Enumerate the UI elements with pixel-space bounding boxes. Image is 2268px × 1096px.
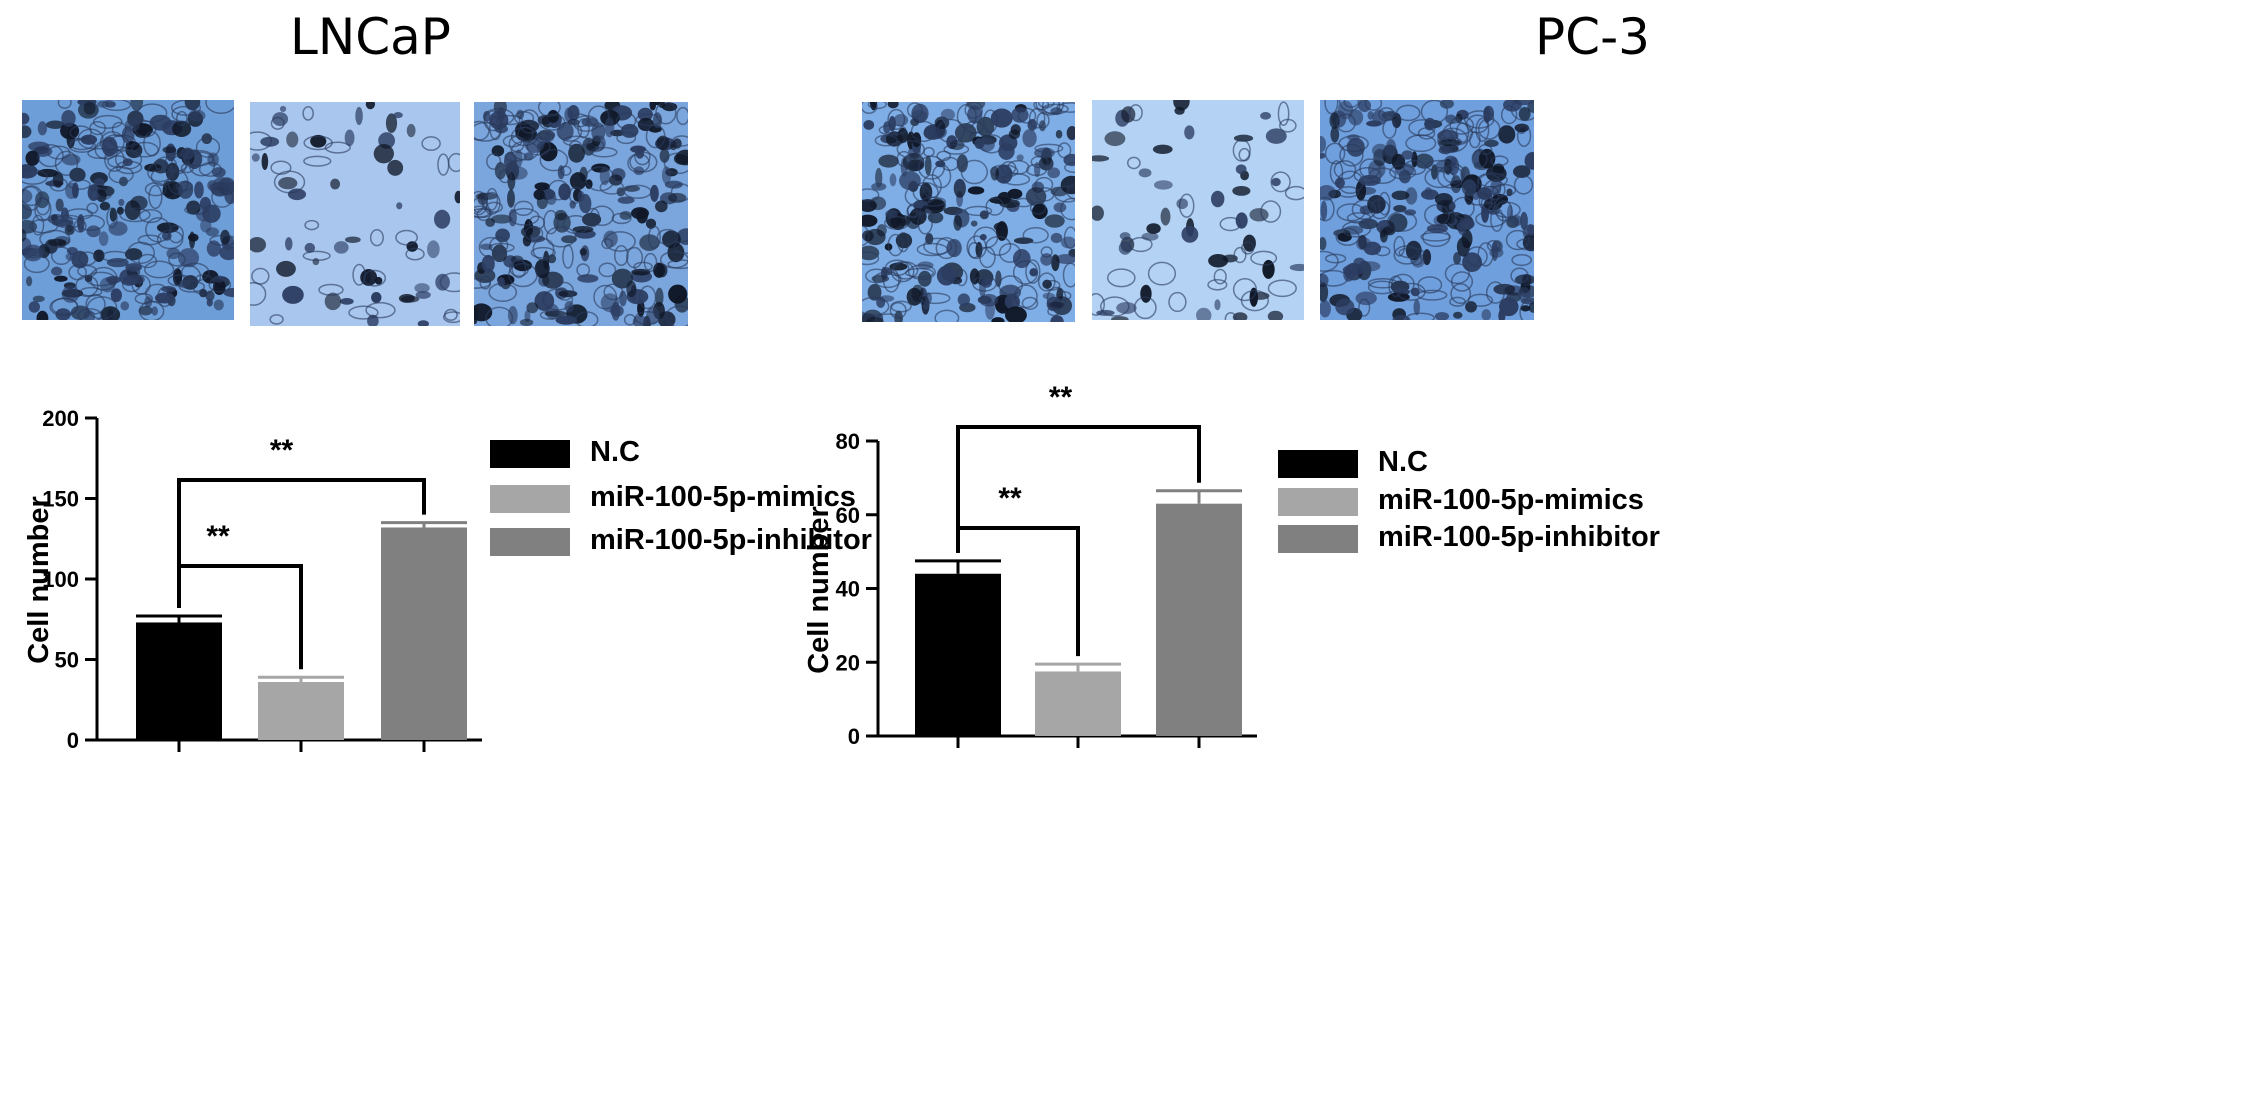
bar-lncap-2	[381, 527, 467, 740]
legend-swatch-inhibitor	[490, 528, 570, 556]
bar-lncap-1	[258, 682, 344, 740]
bar-pc3-1	[1035, 671, 1121, 736]
legend-label-nc: N.C	[1378, 446, 1428, 478]
y-axis-label-lncap: Cell number	[23, 496, 55, 664]
legend-swatch-nc	[490, 440, 570, 468]
legend-swatch-inhibitor	[1278, 525, 1358, 553]
bar-pc3-0	[915, 573, 1001, 736]
y-tick-label-pc3: 40	[836, 577, 860, 602]
legend-label-nc: N.C	[590, 436, 640, 468]
y-tick-label-pc3: 80	[836, 429, 860, 454]
micrograph-lncap-nc	[22, 100, 234, 320]
micrograph-lncap-inhibitor	[474, 102, 688, 326]
legend-label-inhibitor: miR-100-5p-inhibitor	[590, 524, 872, 556]
y-tick-label-lncap: 50	[55, 648, 79, 673]
significance-label-lncap-0: **	[206, 520, 230, 553]
significance-bracket-pc3-1	[956, 425, 1201, 553]
y-tick-label-lncap: 200	[42, 406, 79, 431]
significance-label-pc3-1: **	[1049, 381, 1073, 414]
legend-lncap: N.C miR-100-5p-mimics miR-100-5p-inhibit…	[490, 436, 872, 560]
legend-pc3: N.C miR-100-5p-mimics miR-100-5p-inhibit…	[1278, 446, 1660, 570]
micrograph-pc3-mimics	[1092, 100, 1304, 320]
micrograph-pc3-nc	[862, 102, 1075, 322]
bar-lncap-0	[136, 622, 222, 740]
panel-title-pc3: PC-3	[1535, 8, 1650, 66]
legend-label-inhibitor: miR-100-5p-inhibitor	[1378, 521, 1660, 553]
significance-label-lncap-1: **	[270, 434, 294, 467]
legend-swatch-mimics	[490, 485, 570, 513]
y-tick-label-pc3: 0	[848, 724, 860, 749]
y-tick-label-lncap: 100	[42, 567, 79, 592]
micrograph-lncap-mimics	[250, 102, 460, 326]
legend-swatch-mimics	[1278, 488, 1358, 516]
legend-label-mimics: miR-100-5p-mimics	[1378, 484, 1644, 516]
significance-label-pc3-0: **	[998, 482, 1022, 515]
y-tick-label-lncap: 150	[42, 487, 79, 512]
bar-pc3-2	[1156, 503, 1242, 736]
y-tick-label-lncap: 0	[67, 728, 79, 753]
y-axis-label-pc3: Cell number	[803, 506, 835, 674]
legend-label-mimics: miR-100-5p-mimics	[590, 481, 856, 513]
panel-title-lncap: LNCaP	[290, 8, 451, 66]
y-tick-label-pc3: 60	[836, 503, 860, 528]
legend-swatch-nc	[1278, 450, 1358, 478]
micrograph-pc3-inhibitor	[1320, 100, 1534, 320]
significance-bracket-lncap-1	[177, 478, 426, 609]
y-tick-label-pc3: 20	[836, 650, 860, 675]
